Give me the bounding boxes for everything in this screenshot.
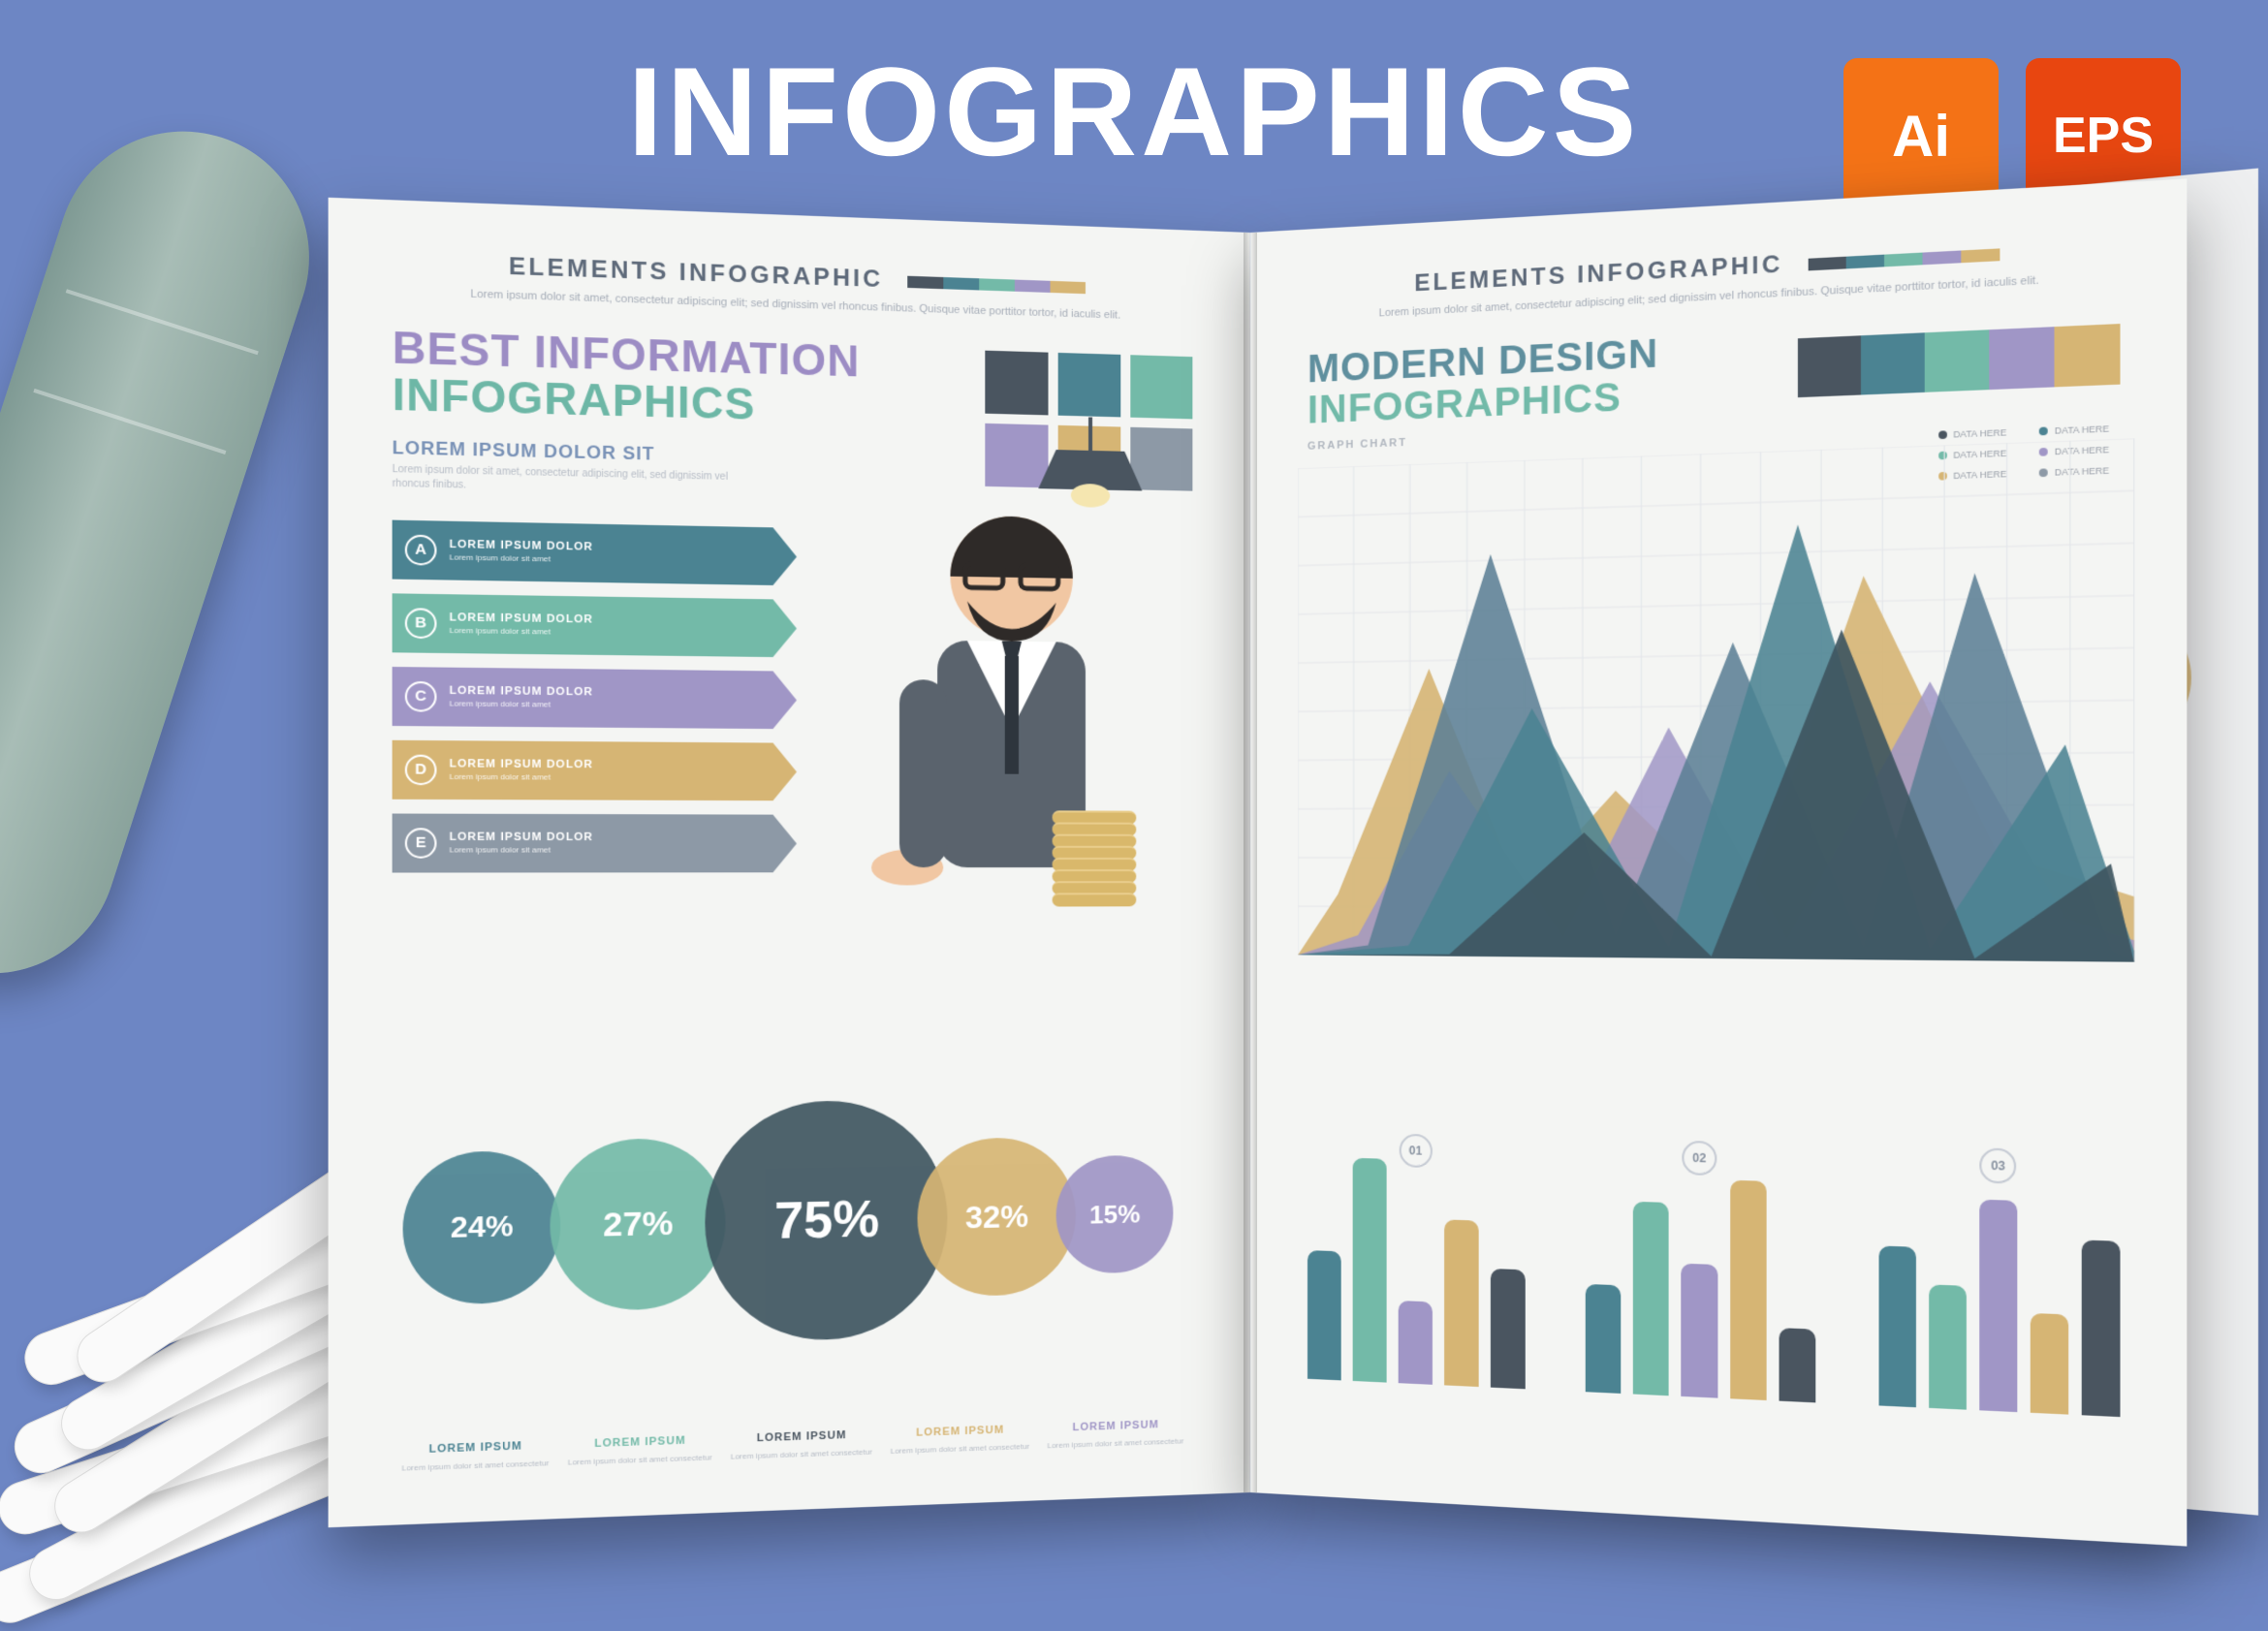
bar-group: 03 [1878, 1160, 2120, 1417]
left-desc: Lorem ipsum dolor sit amet, consectetur … [393, 463, 746, 499]
arrow-item: LOREM IPSUM DOLORLorem ipsum dolor sit a… [393, 667, 797, 729]
bubble: 15% [1056, 1154, 1174, 1274]
arrow-list: LOREM IPSUM DOLORLorem ipsum dolor sit a… [393, 519, 797, 872]
magazine-mockup: 04 LOREM IPSUMLorem ipsum dolor sit amet… [368, 233, 2132, 1492]
bar-group: 02 [1586, 1152, 1815, 1402]
bubble-label: LOREM IPSUMLorem ipsum dolor sit amet co… [726, 1425, 878, 1462]
bubble-label: LOREM IPSUMLorem ipsum dolor sit amet co… [396, 1435, 554, 1474]
page-right: ELEMENTS INFOGRAPHIC Lorem ipsum dolor s… [1250, 178, 2187, 1546]
arrow-item: LOREM IPSUM DOLORLorem ipsum dolor sit a… [393, 740, 797, 801]
businessman-illustration [847, 481, 1173, 907]
page-left: ELEMENTS INFOGRAPHIC Lorem ipsum dolor s… [329, 198, 1250, 1527]
arrow-item: LOREM IPSUM DOLORLorem ipsum dolor sit a… [393, 519, 797, 585]
bubble: 27% [550, 1138, 725, 1312]
bubble-labels: LOREM IPSUMLorem ipsum dolor sit amet co… [393, 1414, 1193, 1474]
legend-item: DATA HERE [1938, 427, 2007, 440]
mini-bar-charts: 0102 03 [1307, 1145, 2121, 1418]
lamp-icon [1036, 416, 1144, 546]
area-chart [1298, 438, 2134, 961]
legend-item: DATA HERE [2039, 423, 2109, 436]
page-header-left: ELEMENTS INFOGRAPHIC Lorem ipsum dolor s… [393, 249, 1193, 327]
arrow-item: LOREM IPSUM DOLORLorem ipsum dolor sit a… [393, 593, 797, 657]
bubble-label: LOREM IPSUMLorem ipsum dolor sit amet co… [562, 1429, 717, 1468]
arrow-item: LOREM IPSUM DOLORLorem ipsum dolor sit a… [393, 813, 797, 872]
bubble-label: LOREM IPSUMLorem ipsum dolor sit amet co… [885, 1419, 1034, 1457]
bar-group: 01 [1307, 1145, 1526, 1390]
book-spine [1244, 233, 1257, 1492]
bubble: 75% [705, 1099, 947, 1342]
bubble-label: LOREM IPSUMLorem ipsum dolor sit amet co… [1042, 1414, 1188, 1452]
rolled-blueprint-prop [0, 99, 342, 1006]
page-header-right: ELEMENTS INFOGRAPHIC Lorem ipsum dolor s… [1307, 233, 2121, 325]
bubble-chart: 24%27%75%32%15% [393, 1086, 1193, 1363]
coin-stack [1053, 812, 1150, 906]
bubble: 32% [918, 1137, 1076, 1298]
bubble: 24% [403, 1150, 561, 1305]
